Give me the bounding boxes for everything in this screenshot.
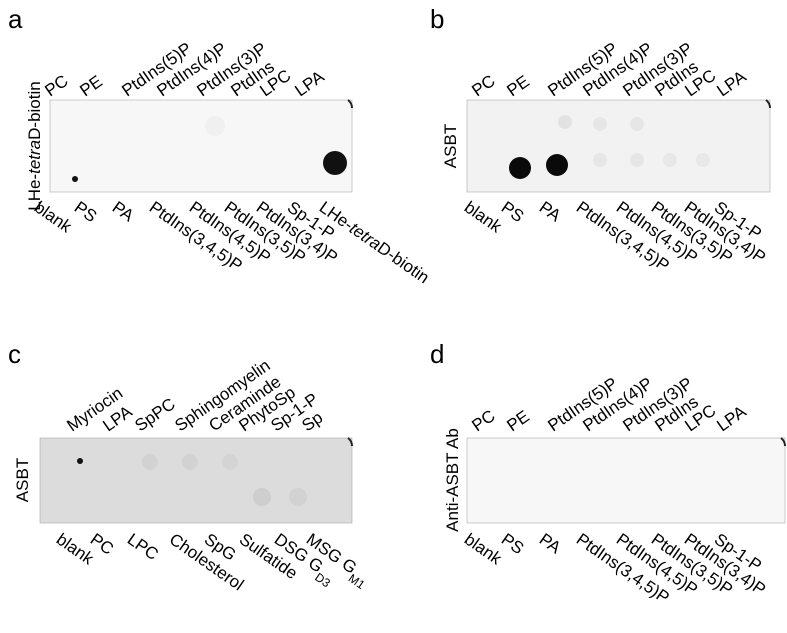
top-label: PC: [41, 71, 71, 100]
membrane-strip: [467, 100, 770, 192]
bottom-label: blank: [31, 198, 76, 237]
spot: [696, 153, 710, 167]
bottom-label: blank: [53, 530, 98, 569]
top-label: LPA: [713, 402, 750, 436]
membrane-strip: [40, 438, 352, 523]
figure: aLHe-tetraD-biotinPCPEPtdIns(5)PPtdIns(4…: [0, 0, 787, 628]
spot: [205, 116, 225, 136]
spot: [558, 115, 572, 129]
membrane-strip: [50, 100, 352, 192]
spot: [222, 454, 238, 470]
bottom-label: blank: [461, 198, 506, 237]
bottom-label: LPC: [124, 530, 162, 565]
top-label: PE: [76, 72, 105, 101]
membrane-strip: [467, 438, 785, 523]
spot: [289, 488, 307, 506]
spot: [546, 154, 568, 176]
side-label: ASBT: [441, 124, 460, 168]
spot: [509, 157, 531, 179]
spot: [323, 151, 347, 175]
side-label-part: tetra: [25, 140, 44, 174]
top-label: PC: [468, 406, 498, 435]
bottom-label: blank: [461, 530, 506, 569]
bottom-label: PS: [71, 198, 100, 227]
panel-letter: c: [8, 339, 21, 369]
panel-letter: d: [430, 339, 444, 369]
top-label: LPA: [291, 67, 328, 101]
side-label: LHe-tetraD-biotin: [25, 81, 44, 210]
panel-letter: b: [430, 4, 444, 34]
bottom-label: PA: [109, 198, 138, 226]
top-label: PE: [503, 407, 532, 436]
panel-letter: a: [8, 4, 23, 34]
spot: [630, 117, 644, 131]
spot: [593, 117, 607, 131]
side-label: Anti-ASBT Ab: [443, 428, 462, 532]
top-label: PC: [468, 71, 498, 100]
spot: [77, 458, 83, 464]
top-label: LPA: [713, 67, 750, 101]
spot: [72, 176, 78, 182]
spot: [253, 488, 271, 506]
side-label-part: D-biotin: [25, 81, 44, 140]
bottom-label: PA: [536, 198, 565, 226]
top-label: SpPC: [131, 394, 178, 435]
bottom-label-part: D-biotin: [374, 238, 433, 287]
spot: [142, 454, 158, 470]
top-label: PE: [503, 72, 532, 101]
spot: [630, 153, 644, 167]
bottom-label: PA: [536, 530, 565, 558]
side-label: ASBT: [13, 458, 32, 502]
spot: [182, 454, 198, 470]
spot: [663, 153, 677, 167]
bottom-label: LHe-tetraD-biotin: [316, 198, 433, 288]
spot: [593, 153, 607, 167]
